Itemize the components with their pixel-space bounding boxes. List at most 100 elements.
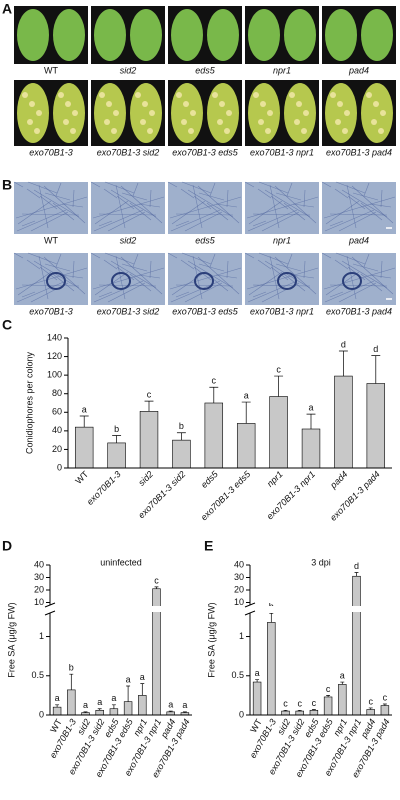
- y-tick-label: 1: [39, 631, 44, 641]
- bar: [204, 402, 224, 469]
- significance-letter: a: [140, 672, 145, 682]
- y-tick-label: 40: [52, 425, 62, 435]
- bar: [267, 622, 276, 716]
- error-bar: [126, 685, 131, 702]
- x-tick-label: WT: [73, 469, 90, 486]
- hypha: [149, 189, 152, 208]
- hypha: [21, 220, 36, 227]
- hypha: [27, 252, 58, 265]
- hypha: [170, 209, 221, 232]
- x-tick-label: pad4: [328, 469, 350, 491]
- axis-break: [42, 606, 192, 612]
- micrograph: [245, 253, 319, 305]
- significance-letter: a: [168, 699, 173, 709]
- lesion: [149, 110, 155, 116]
- significance-letter: a: [182, 700, 187, 710]
- hypha: [269, 184, 280, 229]
- hypha: [338, 282, 377, 303]
- significance-letter: c: [283, 699, 288, 709]
- error-bar: [368, 707, 373, 710]
- lesion: [58, 92, 64, 98]
- leaf: [248, 83, 280, 143]
- lesion: [253, 92, 259, 98]
- lesion: [181, 119, 187, 125]
- caption: exo70B1-3 npr1: [250, 147, 314, 157]
- hypha: [44, 263, 71, 272]
- bar: [281, 710, 290, 716]
- hypha: [15, 196, 88, 219]
- hypha: [13, 252, 24, 259]
- panel-label: C: [2, 317, 12, 333]
- bar: [67, 689, 76, 716]
- error-bar: [176, 432, 186, 441]
- leaf: [248, 9, 280, 61]
- significance-letter: d: [341, 339, 346, 349]
- lesion: [212, 92, 218, 98]
- bar: [252, 681, 262, 716]
- hypha: [324, 280, 375, 303]
- hypha: [115, 255, 126, 300]
- hypha: [321, 252, 332, 259]
- hypha: [149, 260, 152, 279]
- error-bar: [168, 710, 173, 712]
- caption: eds5: [195, 235, 216, 245]
- error-bar: [283, 709, 288, 712]
- leaf: [17, 83, 49, 143]
- bar: [380, 705, 390, 716]
- leaf: [171, 9, 203, 61]
- chart-title: uninfected: [100, 557, 142, 567]
- micrograph: [322, 182, 396, 234]
- bar: [301, 428, 321, 469]
- lesion: [140, 119, 146, 125]
- hypha: [226, 260, 229, 279]
- significance-letter: c: [212, 376, 217, 386]
- hypha: [380, 189, 383, 208]
- caption: WT: [44, 235, 58, 245]
- lesion: [303, 110, 309, 116]
- hypha: [92, 196, 165, 219]
- y-tick-label: 0.5: [231, 670, 244, 680]
- hypha: [93, 280, 144, 303]
- significance-letter: a: [255, 668, 260, 678]
- bar: [123, 701, 133, 716]
- hypha: [169, 267, 242, 290]
- lesion: [296, 101, 302, 107]
- y-tick-label: 80: [52, 388, 62, 398]
- micrograph: [14, 182, 88, 234]
- colony: [111, 272, 131, 290]
- bar: [309, 709, 319, 716]
- hypha: [138, 203, 161, 208]
- significance-letter: b: [69, 663, 74, 673]
- hypha: [244, 252, 255, 259]
- lesion: [337, 101, 343, 107]
- leaf: [53, 83, 85, 143]
- hypha: [215, 274, 238, 279]
- bar: [172, 439, 191, 469]
- hypha: [90, 181, 101, 188]
- lesion: [301, 128, 307, 134]
- error-bar: [297, 709, 302, 712]
- hypha: [26, 259, 41, 270]
- lesion: [72, 110, 78, 116]
- hypha: [107, 282, 146, 303]
- hypha: [98, 291, 113, 298]
- micrograph: [322, 253, 396, 305]
- hypha: [13, 181, 24, 188]
- significance-letter: a: [97, 697, 102, 707]
- y-tick-label: 40: [34, 559, 44, 569]
- significance-letter: a: [111, 693, 116, 703]
- hypha: [115, 184, 126, 229]
- bar: [139, 411, 159, 469]
- hypha: [167, 252, 178, 259]
- break-mark: [244, 602, 256, 616]
- caption: sid2: [120, 65, 137, 75]
- lesion: [63, 119, 69, 125]
- error-bar: [111, 704, 116, 709]
- lesion: [226, 110, 232, 116]
- leaf: [325, 83, 357, 143]
- lesion: [99, 92, 105, 98]
- error-bar: [338, 350, 348, 377]
- hypha: [286, 253, 293, 268]
- hypha: [90, 252, 101, 259]
- hypha: [180, 259, 195, 270]
